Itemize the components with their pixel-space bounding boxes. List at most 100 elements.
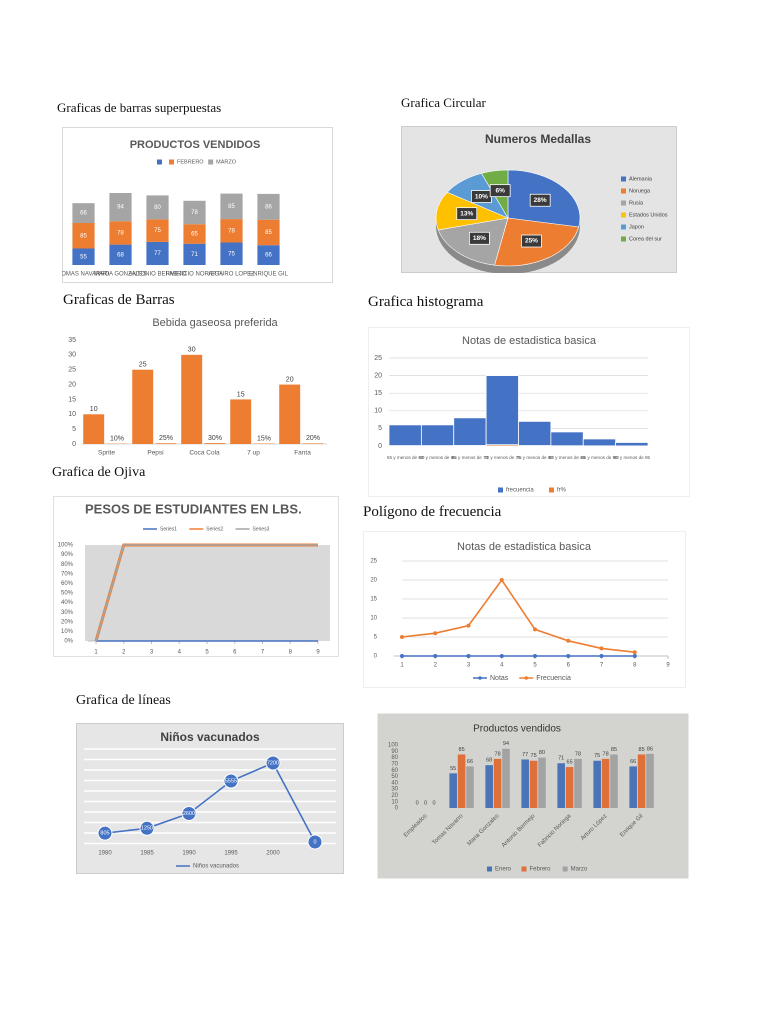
bar: [220, 219, 243, 243]
label-box: [469, 231, 490, 245]
x-tick-label: 1995: [224, 851, 238, 857]
legend-label: Niños vacunados: [193, 864, 239, 870]
x-tick-label: MARIA GONZALES: [94, 272, 147, 278]
x-tick-label: ANTONIO BERMEJO: [129, 272, 187, 278]
chart-title: PRODUCTOS VENDIDOS: [130, 139, 261, 151]
data-label: 78: [575, 751, 581, 757]
point: [499, 578, 504, 582]
y-tick-label: 0%: [64, 639, 73, 645]
bar: [279, 384, 301, 444]
data-label: 66: [80, 211, 87, 217]
chart: PESOS DE ESTUDIANTES EN LBS. 0% 10% 20% 30% 4…: [53, 496, 339, 657]
label-box: [456, 207, 478, 221]
data-label: 20: [286, 376, 294, 383]
y-tick-label: 10: [391, 799, 398, 805]
data-label: 6%: [495, 187, 505, 194]
x-tick-label: 4: [178, 650, 182, 656]
x-tick-label: Coca Cola: [189, 450, 220, 457]
legend-label: frecuencia: [506, 488, 534, 494]
bar: [449, 773, 457, 808]
x-tick-label: 6: [567, 663, 571, 669]
point: [181, 805, 197, 821]
chart: PRODUCTOS VENDIDOS 55 85 66 TOMAS NAVARRO 68 7…: [62, 127, 333, 283]
data-label: 85: [459, 747, 465, 753]
legend-marker: [621, 224, 626, 230]
data-label: 78: [228, 228, 235, 234]
bar: [181, 354, 203, 444]
data-label: 65: [567, 760, 573, 766]
legend-marker: [562, 866, 568, 872]
legend-marker: [549, 487, 554, 493]
bar: [220, 193, 243, 220]
legend-marker: [621, 212, 626, 218]
chart-title: PESOS DE ESTUDIANTES EN LBS.: [85, 501, 302, 516]
bar: [493, 758, 502, 808]
y-tick-label: 50%: [61, 591, 74, 597]
bar: [72, 248, 95, 265]
bar: [550, 431, 584, 447]
y-tick-label: 25: [68, 367, 76, 374]
data-label: 66: [265, 253, 272, 259]
y-tick-label: 0: [378, 443, 382, 450]
bar: [521, 759, 529, 808]
bar: [529, 760, 538, 808]
bar: [593, 760, 601, 808]
data-label: 0: [313, 839, 316, 845]
x-tick-label: 4: [500, 663, 504, 669]
bar: [183, 224, 206, 244]
y-tick-label: 30: [68, 352, 76, 359]
data-label: 80: [539, 750, 545, 756]
y-tick-label: 5: [374, 635, 378, 641]
heading: Grafica de líneas: [76, 693, 171, 708]
legend-label: Rusia: [629, 200, 644, 206]
y-tick-label: 20: [374, 372, 382, 379]
data-label: 94: [117, 205, 124, 211]
x-tick-label: 1: [94, 650, 98, 656]
heading: Graficas de Barras: [63, 292, 175, 308]
y-tick-label: 20%: [61, 619, 74, 625]
data-label: 86: [265, 204, 272, 210]
chart: Bebida gaseosa preferida 0 5 10 15 20 25 30 35 10…: [62, 309, 332, 461]
point: [566, 638, 571, 643]
y-tick-label: 80: [391, 755, 398, 761]
label-box: [489, 184, 511, 198]
data-label: 25%: [525, 238, 538, 245]
plot-area: [85, 545, 330, 641]
x-tick-label: ARTURO LOPEZ: [208, 272, 255, 278]
x-tick-label: ENRIQUE GIL: [249, 272, 288, 278]
data-label: 55: [80, 254, 87, 260]
x-tick-label: TOMAS NAVARRO: [62, 272, 110, 278]
x-tick-label: Fanta: [294, 450, 311, 457]
bar: [388, 424, 422, 447]
y-tick-label: 0: [374, 654, 378, 660]
data-label: 7200: [267, 760, 279, 766]
x-tick-label: 90 y menos de 95: [614, 455, 651, 460]
chart: Productos vendidos0102030405060708090100…: [377, 713, 689, 879]
x-tick-label: 2: [434, 663, 438, 669]
x-tick-label: 7: [261, 650, 265, 656]
x-tick-label: 8: [633, 663, 637, 669]
legend-marker: [487, 866, 492, 872]
x-tick-label: 7: [600, 663, 604, 669]
bar: [257, 219, 280, 246]
bar: [83, 414, 105, 444]
bar: [155, 443, 177, 444]
y-tick-label: 25: [370, 559, 377, 565]
data-label: 78: [495, 751, 501, 757]
data-label: 13%: [460, 210, 473, 217]
point: [265, 755, 281, 771]
bar: [183, 200, 206, 225]
y-tick-label: 15: [68, 396, 76, 403]
bar: [610, 754, 618, 808]
legend-marker: [621, 188, 626, 194]
legend-label: Corea del sur: [629, 236, 662, 242]
y-tick-label: 35: [68, 337, 76, 344]
bar: [502, 748, 510, 808]
data-label: 85: [611, 747, 617, 753]
data-label: 94: [503, 741, 509, 747]
data-label: 75: [154, 228, 161, 234]
legend-marker: [521, 866, 527, 872]
data-label: 10%: [475, 193, 488, 200]
point: [632, 654, 637, 658]
x-tick-label: 1990: [182, 851, 196, 857]
